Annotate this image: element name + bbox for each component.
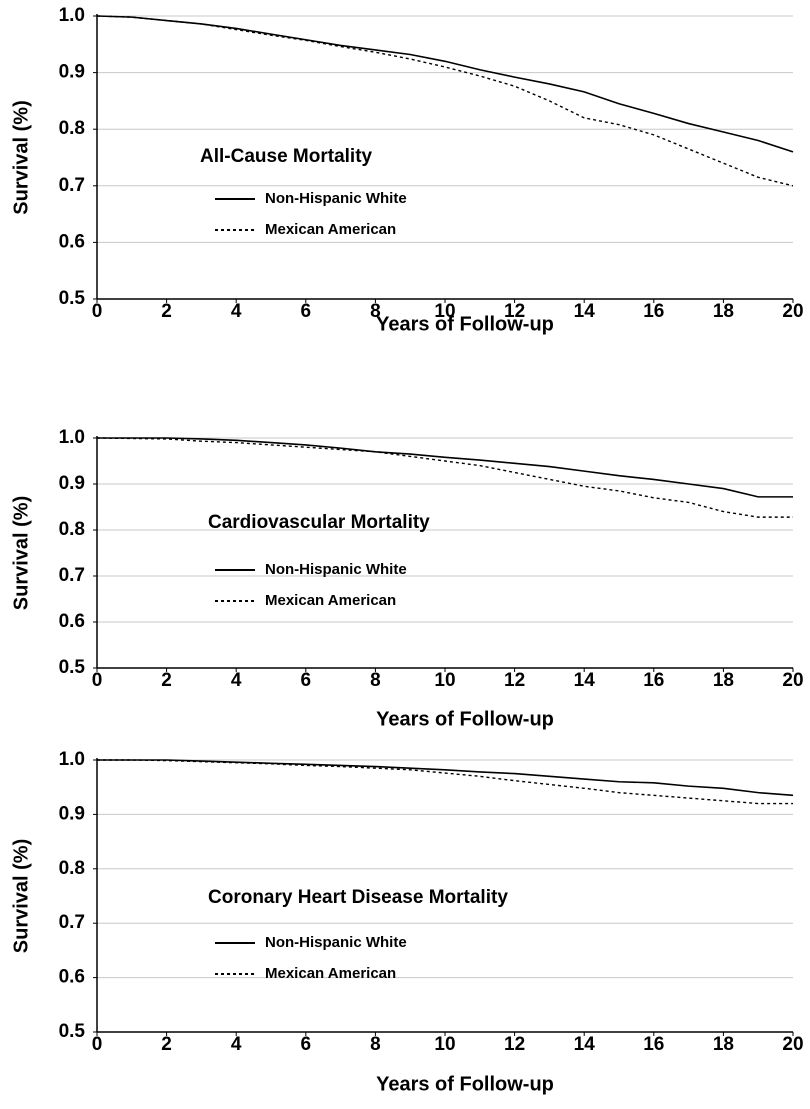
- survival-line: [97, 437, 793, 498]
- legend-label: Non-Hispanic White: [265, 190, 407, 207]
- x-tick-label: 14: [574, 1034, 596, 1055]
- x-axis-label: Years of Follow-up: [376, 708, 554, 730]
- chart-title: Coronary Heart Disease Mortality: [208, 887, 508, 908]
- x-tick-label: 20: [782, 301, 803, 322]
- x-axis-label: Years of Follow-up: [376, 1073, 554, 1095]
- x-tick-label: 0: [92, 670, 103, 691]
- x-tick-label: 10: [434, 1034, 455, 1055]
- survival-line: [96, 15, 794, 187]
- x-tick-label: 20: [782, 670, 803, 691]
- y-tick-label: 1.0: [59, 749, 85, 770]
- x-tick-label: 18: [713, 1034, 734, 1055]
- y-tick-label: 0.9: [59, 473, 85, 494]
- survival-line: [96, 15, 794, 153]
- x-tick-label: 10: [434, 301, 455, 322]
- x-tick-label: 10: [434, 670, 455, 691]
- y-axis-label: Survival (%): [10, 839, 32, 953]
- x-tick-label: 0: [92, 1034, 103, 1055]
- y-tick-label: 0.7: [59, 565, 85, 586]
- y-tick-label: 0.5: [59, 1021, 86, 1042]
- x-tick-label: 12: [504, 301, 525, 322]
- y-tick-label: 0.9: [59, 62, 85, 83]
- legend-label: Non-Hispanic White: [265, 934, 407, 951]
- y-tick-label: 0.7: [59, 175, 85, 196]
- survival-line: [97, 759, 793, 805]
- y-tick-label: 0.6: [59, 611, 85, 632]
- x-tick-label: 4: [231, 1034, 242, 1055]
- y-tick-label: 1.0: [59, 427, 85, 448]
- y-tick-label: 0.7: [59, 912, 85, 933]
- x-tick-label: 6: [301, 670, 312, 691]
- y-tick-label: 1.0: [59, 5, 85, 26]
- x-tick-label: 12: [504, 1034, 525, 1055]
- y-tick-label: 0.8: [59, 858, 85, 879]
- chart-title: Cardiovascular Mortality: [208, 512, 430, 533]
- x-axis-label: Years of Follow-up: [376, 313, 554, 335]
- x-tick-label: 14: [574, 301, 596, 322]
- y-axis-label: Survival (%): [10, 100, 32, 214]
- x-tick-label: 6: [301, 301, 312, 322]
- y-tick-label: 0.5: [59, 288, 86, 309]
- survival-line: [97, 759, 794, 797]
- y-axis-label: Survival (%): [10, 496, 32, 610]
- x-tick-label: 14: [574, 670, 596, 691]
- x-tick-label: 0: [92, 301, 103, 322]
- x-tick-label: 16: [643, 1034, 664, 1055]
- x-tick-label: 8: [370, 670, 381, 691]
- y-tick-label: 0.6: [59, 231, 85, 252]
- x-tick-label: 16: [643, 670, 664, 691]
- x-tick-label: 2: [161, 670, 172, 691]
- x-tick-label: 4: [231, 670, 242, 691]
- legend-label: Mexican American: [265, 221, 396, 238]
- x-tick-label: 6: [301, 1034, 312, 1055]
- y-tick-label: 0.5: [59, 657, 86, 678]
- x-tick-label: 8: [370, 1034, 381, 1055]
- y-tick-label: 0.8: [59, 118, 85, 139]
- legend-label: Mexican American: [265, 965, 396, 982]
- x-tick-label: 4: [231, 301, 242, 322]
- chart-title: All-Cause Mortality: [200, 146, 373, 167]
- y-tick-label: 0.8: [59, 519, 85, 540]
- x-tick-label: 2: [161, 1034, 172, 1055]
- survival-line: [96, 437, 793, 518]
- y-tick-label: 0.9: [59, 803, 85, 824]
- legend-label: Non-Hispanic White: [265, 561, 407, 578]
- x-tick-label: 2: [161, 301, 172, 322]
- legend-label: Mexican American: [265, 592, 396, 609]
- x-tick-label: 18: [713, 301, 734, 322]
- x-tick-label: 18: [713, 670, 734, 691]
- x-tick-label: 12: [504, 670, 525, 691]
- y-tick-label: 0.6: [59, 967, 85, 988]
- x-tick-label: 8: [370, 301, 381, 322]
- x-tick-label: 20: [782, 1034, 803, 1055]
- x-tick-label: 16: [643, 301, 664, 322]
